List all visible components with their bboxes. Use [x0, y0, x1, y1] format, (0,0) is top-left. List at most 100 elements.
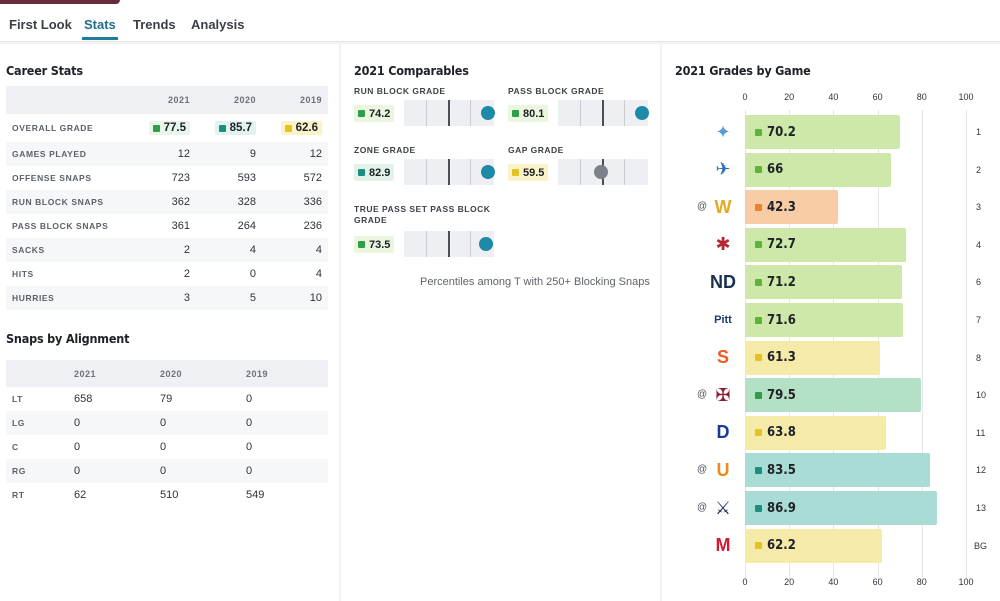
cell: 62: [74, 489, 87, 501]
tab-analysis[interactable]: Analysis: [191, 17, 245, 32]
grade-bar-label: 72.7: [755, 228, 796, 262]
grade-dot-icon: [152, 124, 160, 132]
grade-pill: 85.7: [214, 121, 256, 135]
away-indicator: @: [697, 389, 708, 401]
team-logo-icon: ✱: [715, 234, 731, 255]
cell: 0: [246, 393, 253, 405]
percentile-note: Percentiles among T with 250+ Blocking S…: [420, 276, 650, 288]
grade-dot-icon: [755, 316, 762, 324]
comp-value-text: 74.2: [369, 107, 391, 120]
cell: 362: [171, 196, 190, 208]
axis-tick-top: 40: [828, 92, 839, 102]
tab-stats[interactable]: Stats: [82, 17, 118, 40]
table-row: OVERALL GRADE 77.5 85.7 62.6: [6, 114, 328, 142]
grade-dot-icon: [755, 429, 762, 437]
row-label: OVERALL GRADE: [12, 123, 94, 133]
percentile-track: [404, 231, 494, 257]
cell: 0: [160, 465, 167, 477]
team-logo-icon: S: [716, 347, 729, 368]
week-number: 4: [976, 239, 982, 250]
cell: 4: [249, 244, 256, 256]
table-row: RT 62 510 549: [6, 483, 328, 507]
alignment-title: Snaps by Alignment: [6, 331, 130, 346]
grade-pill: 62.6: [280, 121, 322, 135]
axis-tick-bottom: 0: [742, 577, 748, 587]
career-year-2020: 2020: [233, 95, 256, 105]
grade-dot-icon: [755, 542, 762, 550]
axis-tick-bottom: 60: [872, 577, 883, 587]
table-row: LT 658 79 0: [6, 387, 328, 411]
axis-tick-bottom: 40: [828, 577, 839, 587]
grade-value: 86.9: [767, 500, 796, 516]
team-logo-icon: Pitt: [714, 314, 732, 326]
career-year-2019: 2019: [299, 95, 322, 105]
cell: 549: [246, 489, 265, 501]
row-label: LG: [12, 418, 26, 428]
grade-bar-label: 66: [755, 153, 783, 187]
cell: 0: [246, 417, 253, 429]
cell: 10: [309, 292, 322, 304]
grade-bar: [745, 378, 921, 413]
comp-value-text: 59.5: [523, 166, 545, 179]
axis-tick-top: 60: [872, 92, 883, 102]
row-label: PASS BLOCK SNAPS: [12, 221, 109, 231]
grade-bar: [745, 115, 901, 149]
table-row: OFFENSE SNAPS 723 593 572: [6, 166, 328, 190]
grade-bar-label: 61.3: [755, 341, 796, 375]
cell: 2: [183, 268, 190, 280]
week-number: 6: [976, 277, 982, 288]
team-logo-icon: W: [714, 196, 732, 217]
tab-trends[interactable]: Trends: [133, 17, 176, 32]
grade-dot-icon: [284, 124, 292, 132]
grade-bar: [745, 303, 904, 337]
row-label: RG: [12, 466, 26, 476]
career-year-2021: 2021: [167, 95, 190, 105]
axis-tick-bottom: 20: [784, 577, 795, 587]
alignment-header-row: 2021 2020 2019: [6, 360, 328, 387]
team-logo-icon: ⚔: [714, 497, 732, 518]
cell: 0: [246, 465, 253, 477]
cell: 0: [74, 417, 81, 429]
grade-bar-label: 71.2: [755, 265, 796, 299]
align-year-2020: 2020: [160, 368, 183, 379]
percentile-marker: [634, 106, 649, 120]
comp-label: GAP GRADE: [508, 145, 564, 155]
week-number: 13: [976, 503, 987, 513]
away-indicator: @: [697, 201, 708, 213]
grade-dot-icon: [755, 466, 762, 474]
grade-dot-icon: [358, 241, 365, 248]
cell: 264: [237, 220, 256, 232]
grade-dot-icon: [755, 278, 762, 286]
cell: 510: [160, 489, 179, 501]
comp-value-text: 82.9: [369, 166, 391, 179]
grade-value: 85.7: [229, 122, 252, 134]
top-strip: [0, 0, 1000, 8]
table-row: PASS BLOCK SNAPS 361 264 236: [6, 214, 328, 238]
table-row: RG 0 0 0: [6, 459, 328, 483]
row-label: RT: [12, 490, 25, 500]
cell: 361: [171, 220, 190, 232]
tab-first-look[interactable]: First Look: [9, 17, 72, 32]
comp-value: 74.2: [354, 105, 395, 122]
cell: 0: [74, 441, 81, 453]
cell: 0: [249, 268, 256, 280]
left-panel: Career Stats 2021 2020 2019 OVERALL GRAD…: [0, 44, 339, 601]
team-logo-icon: ✠: [715, 384, 731, 405]
grade-dot-icon: [512, 169, 519, 176]
cell: 236: [303, 220, 322, 232]
row-label: RUN BLOCK SNAPS: [12, 197, 104, 207]
week-number: 1: [976, 127, 982, 137]
grid-line: [921, 110, 923, 580]
grade-dot-icon: [755, 391, 762, 399]
cell: 12: [309, 148, 322, 160]
grade-value: 61.3: [767, 350, 796, 366]
comp-label: PASS BLOCK GRADE: [508, 86, 605, 96]
cell: 658: [74, 393, 93, 405]
grade-dot-icon: [755, 166, 762, 174]
axis-tick-bottom: 80: [916, 577, 927, 587]
cell: 0: [160, 441, 167, 453]
grade-bar-label: 63.8: [755, 416, 796, 450]
grade-dot-icon: [755, 128, 762, 136]
team-logo-icon: ✈: [715, 159, 731, 180]
cell: 79: [160, 393, 173, 405]
